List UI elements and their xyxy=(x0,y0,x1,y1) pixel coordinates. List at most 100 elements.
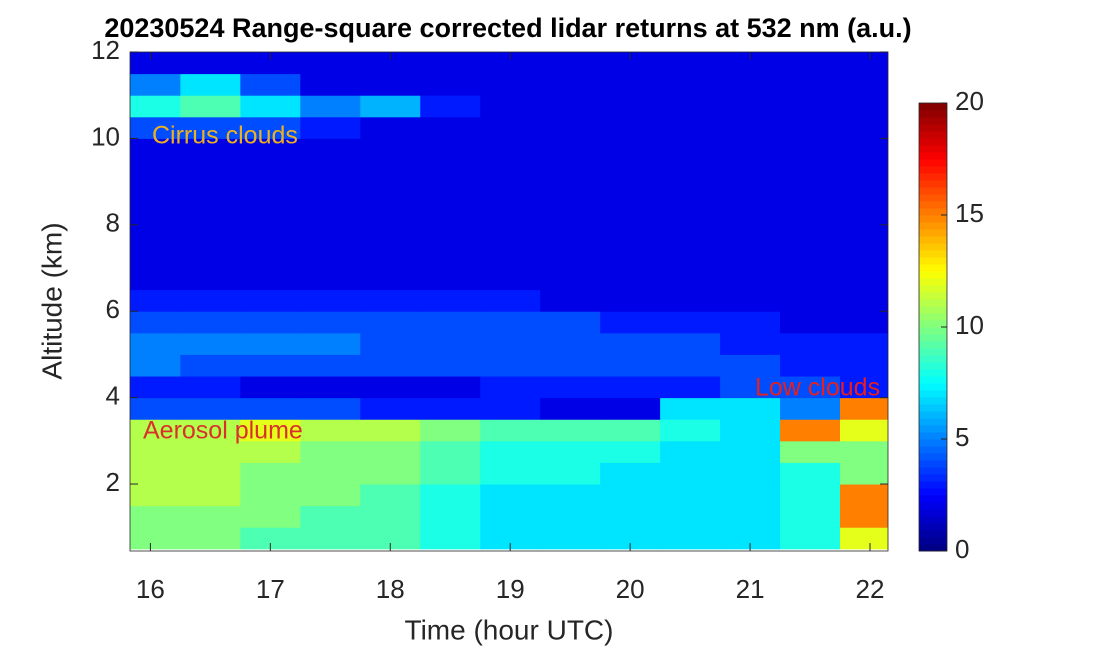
heatmap-cell xyxy=(420,332,481,355)
heatmap-cell xyxy=(300,311,361,334)
heatmap-cell xyxy=(360,224,421,247)
heatmap-cell xyxy=(420,419,481,442)
heatmap-cell xyxy=(300,203,361,226)
heatmap-cell xyxy=(480,462,541,485)
heatmap-cell xyxy=(180,440,241,463)
heatmap-cell xyxy=(300,332,361,355)
colorbar-swatch xyxy=(919,166,947,174)
heatmap-cell xyxy=(720,224,781,247)
heatmap-cell xyxy=(780,138,841,161)
colorbar-swatch xyxy=(919,383,947,391)
heatmap-cell xyxy=(360,246,421,269)
heatmap-cell xyxy=(300,224,361,247)
heatmap-cell xyxy=(420,462,481,485)
heatmap-cell xyxy=(360,462,421,485)
heatmap-cell xyxy=(130,203,181,226)
heatmap-cell xyxy=(780,203,841,226)
colorbar-swatch xyxy=(919,355,947,363)
heatmap-cell xyxy=(130,419,181,442)
heatmap-cell xyxy=(420,224,481,247)
heatmap-cell xyxy=(780,116,841,139)
x-tick-label: 16 xyxy=(136,574,165,604)
heatmap-cell xyxy=(780,484,841,507)
heatmap-cell xyxy=(480,246,541,269)
colorbar-swatch xyxy=(919,110,947,118)
heatmap-cell xyxy=(300,376,361,399)
heatmap-cell xyxy=(840,138,888,161)
heatmap-cell xyxy=(180,289,241,312)
heatmap-cell xyxy=(720,289,781,312)
heatmap-cell xyxy=(660,160,721,183)
heatmap-cell xyxy=(780,354,841,377)
heatmap-cell xyxy=(780,311,841,334)
heatmap-cell xyxy=(480,73,541,96)
heatmap-cell xyxy=(540,181,601,204)
heatmap-cell xyxy=(660,203,721,226)
heatmap-cell xyxy=(180,73,241,96)
heatmap-cell xyxy=(420,181,481,204)
heatmap-cell xyxy=(420,246,481,269)
heatmap-cell xyxy=(600,397,661,420)
heatmap-cell xyxy=(300,484,361,507)
heatmap-cell xyxy=(600,181,661,204)
heatmap-cell xyxy=(420,73,481,96)
heatmap-cell xyxy=(360,116,421,139)
heatmap-cell xyxy=(360,505,421,528)
heatmap-cell xyxy=(300,289,361,312)
heatmap-cell xyxy=(240,95,301,118)
heatmap-cell xyxy=(840,160,888,183)
heatmap-cell xyxy=(780,505,841,528)
colorbar-swatch xyxy=(919,439,947,447)
heatmap-cell xyxy=(180,311,241,334)
y-tick-label: 6 xyxy=(106,294,120,324)
heatmap-cell xyxy=(480,181,541,204)
heatmap-cell xyxy=(840,505,888,528)
colorbar-swatch xyxy=(919,103,947,111)
colorbar-swatch xyxy=(919,187,947,195)
heatmap-cell xyxy=(360,203,421,226)
colorbar-swatch xyxy=(919,404,947,412)
heatmap-cell xyxy=(600,138,661,161)
heatmap-cell xyxy=(480,138,541,161)
heatmap-cell xyxy=(540,332,601,355)
heatmap-cell xyxy=(240,484,301,507)
heatmap-cell xyxy=(300,73,361,96)
heatmap-cell xyxy=(180,397,241,420)
heatmap-cell xyxy=(130,332,181,355)
heatmap-cell xyxy=(720,52,781,75)
heatmap-cell xyxy=(420,505,481,528)
heatmap-cell xyxy=(540,354,601,377)
colorbar-swatch xyxy=(919,131,947,139)
heatmap-cell xyxy=(780,73,841,96)
heatmap-cell xyxy=(780,462,841,485)
heatmap-cell xyxy=(130,268,181,291)
heatmap-cell xyxy=(300,160,361,183)
colorbar-tick-label: 15 xyxy=(955,198,984,228)
heatmap-cell xyxy=(240,246,301,269)
heatmap-cell xyxy=(660,289,721,312)
heatmap-cell xyxy=(660,95,721,118)
heatmap-cell xyxy=(180,268,241,291)
heatmap-cell xyxy=(240,52,301,75)
heatmap-cell xyxy=(130,462,181,485)
heatmap-cell xyxy=(840,311,888,334)
heatmap-cell xyxy=(480,505,541,528)
heatmap-cell xyxy=(420,138,481,161)
heatmap-cell xyxy=(600,484,661,507)
heatmap-cell xyxy=(840,397,888,420)
heatmap-cell xyxy=(480,354,541,377)
colorbar-swatch xyxy=(919,411,947,419)
heatmap-cell xyxy=(480,419,541,442)
heatmap-cell xyxy=(840,95,888,118)
heatmap-cell xyxy=(720,332,781,355)
heatmap xyxy=(130,52,888,550)
heatmap-cell xyxy=(840,73,888,96)
colorbar-swatch xyxy=(919,453,947,461)
colorbar-swatch xyxy=(919,306,947,314)
heatmap-cell xyxy=(840,289,888,312)
colorbar-swatch xyxy=(919,222,947,230)
heatmap-cell xyxy=(360,52,421,75)
colorbar-tick-label: 0 xyxy=(955,534,969,564)
heatmap-cell xyxy=(180,376,241,399)
colorbar-swatch xyxy=(919,495,947,503)
